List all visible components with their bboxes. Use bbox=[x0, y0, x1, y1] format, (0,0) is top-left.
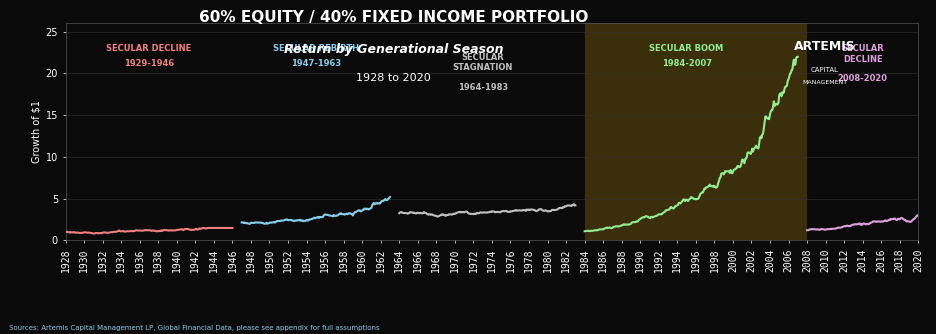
Text: 60% EQUITY / 40% FIXED INCOME PORTFOLIO: 60% EQUITY / 40% FIXED INCOME PORTFOLIO bbox=[198, 10, 588, 25]
Text: 1928 to 2020: 1928 to 2020 bbox=[356, 73, 431, 84]
Text: SECULAR BOOM: SECULAR BOOM bbox=[649, 44, 723, 53]
Bar bbox=[584, 23, 806, 240]
Text: Return by Generational Season: Return by Generational Season bbox=[284, 43, 503, 56]
Text: Sources: Artemis Capital Management LP, Global Financial Data, please see append: Sources: Artemis Capital Management LP, … bbox=[9, 325, 380, 331]
Y-axis label: Growth of $1: Growth of $1 bbox=[31, 101, 41, 163]
Text: 2008-2020: 2008-2020 bbox=[837, 74, 886, 83]
Text: 1984-2007: 1984-2007 bbox=[661, 59, 710, 68]
Text: ARTEMIS: ARTEMIS bbox=[793, 40, 855, 53]
Text: MANAGEMENT: MANAGEMENT bbox=[801, 80, 846, 85]
Text: 1947-1963: 1947-1963 bbox=[290, 59, 341, 68]
Text: 1929-1946: 1929-1946 bbox=[124, 59, 174, 68]
Text: SECULAR
STAGNATION: SECULAR STAGNATION bbox=[452, 52, 512, 72]
Text: CAPITAL: CAPITAL bbox=[810, 67, 838, 73]
Text: SECULAR REBIRTH: SECULAR REBIRTH bbox=[272, 44, 358, 53]
Text: 1964-1983: 1964-1983 bbox=[457, 83, 507, 92]
Text: SECULAR DECLINE: SECULAR DECLINE bbox=[107, 44, 192, 53]
Text: SECULAR
DECLINE: SECULAR DECLINE bbox=[841, 44, 883, 64]
